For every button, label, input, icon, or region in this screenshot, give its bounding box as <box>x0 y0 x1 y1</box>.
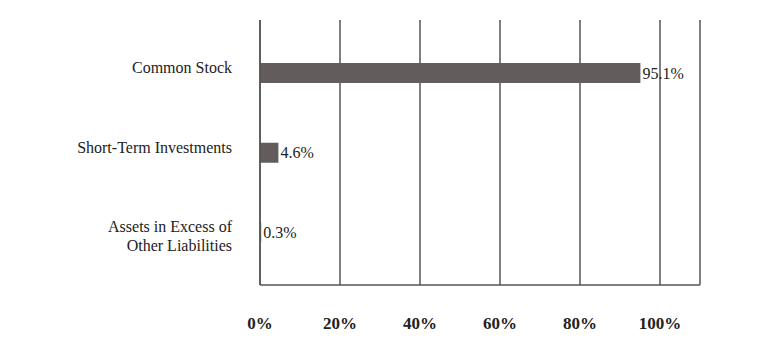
svg-text:Assets in Excess ofOther Liabi: Assets in Excess ofOther Liabilities <box>108 218 233 254</box>
svg-text:60%: 60% <box>483 314 517 333</box>
svg-text:Short-Term Investments: Short-Term Investments <box>77 139 232 156</box>
svg-text:40%: 40% <box>403 314 437 333</box>
svg-text:100%: 100% <box>639 314 682 333</box>
svg-text:0%: 0% <box>247 314 273 333</box>
svg-text:Common Stock: Common Stock <box>132 59 232 76</box>
svg-text:0.3%: 0.3% <box>263 224 296 241</box>
svg-text:20%: 20% <box>323 314 357 333</box>
svg-text:4.6%: 4.6% <box>280 144 313 161</box>
svg-text:80%: 80% <box>563 314 597 333</box>
svg-text:95.1%: 95.1% <box>642 65 683 82</box>
